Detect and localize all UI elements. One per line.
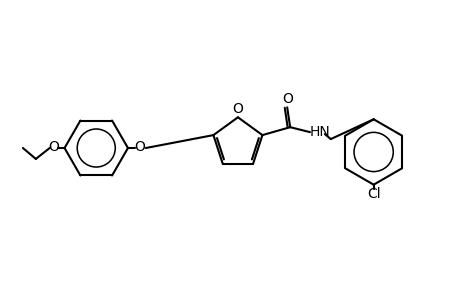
Text: O: O	[281, 92, 292, 106]
Text: HN: HN	[309, 125, 330, 139]
Text: O: O	[134, 140, 145, 154]
Text: Cl: Cl	[366, 187, 380, 201]
Text: O: O	[232, 102, 243, 116]
Text: O: O	[48, 140, 59, 154]
